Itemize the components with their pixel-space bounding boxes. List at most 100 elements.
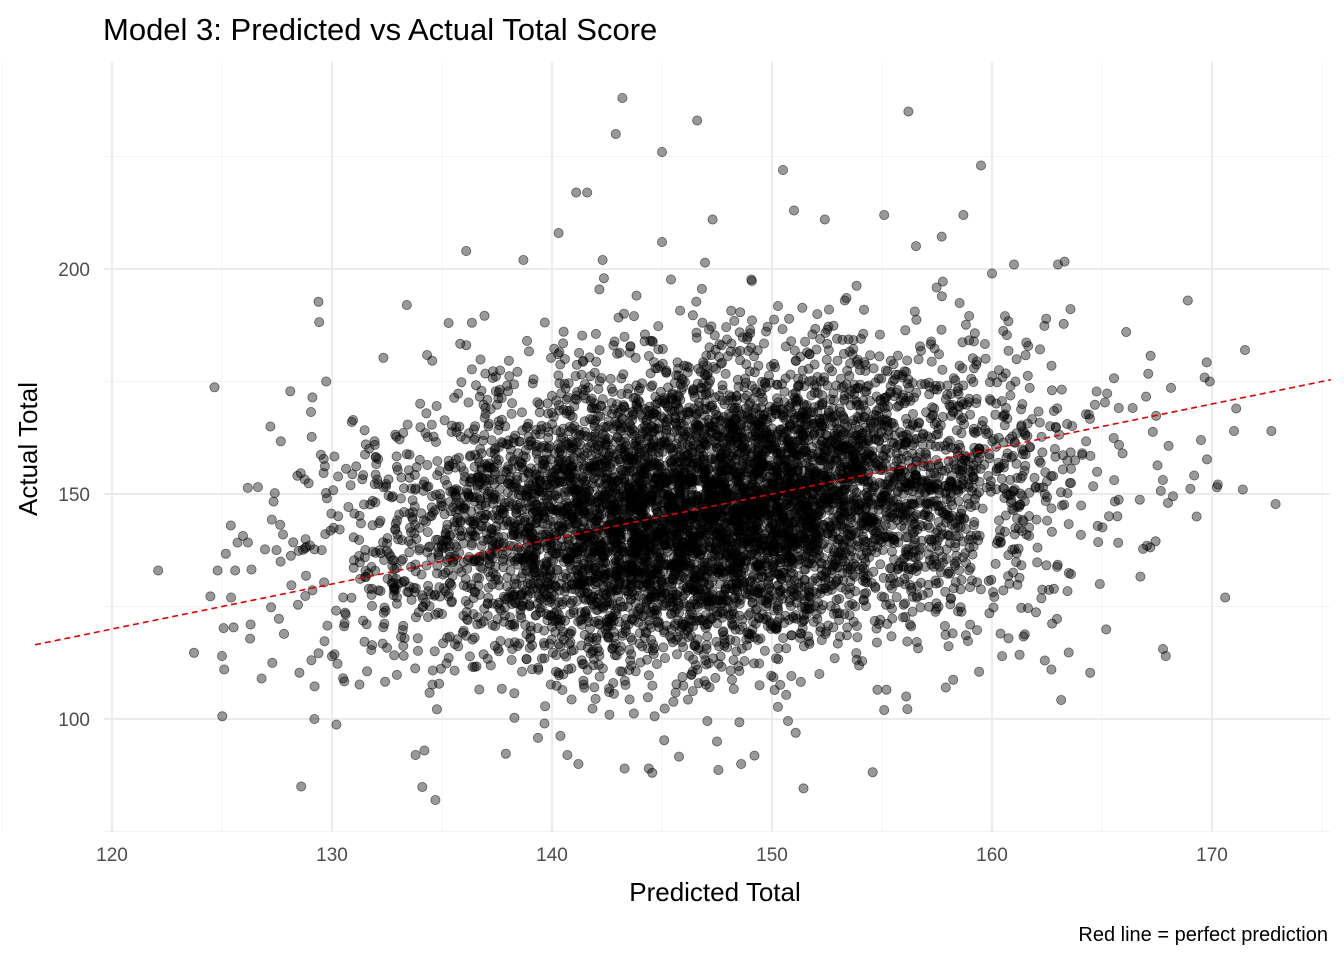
data-point	[412, 645, 423, 656]
data-point	[902, 636, 913, 647]
data-point	[985, 377, 996, 388]
data-point	[587, 703, 598, 714]
data-point	[480, 408, 491, 419]
data-point	[668, 696, 679, 707]
data-point	[286, 580, 297, 591]
data-point	[728, 655, 739, 666]
data-point	[775, 679, 786, 690]
data-point	[851, 280, 862, 291]
data-point	[509, 712, 520, 723]
data-point	[1141, 391, 1152, 402]
data-point	[990, 558, 1001, 569]
data-point	[380, 676, 391, 687]
scatter-points	[153, 93, 1281, 806]
data-point	[716, 358, 727, 369]
data-point	[1046, 526, 1057, 537]
data-point	[479, 310, 490, 321]
data-point	[842, 622, 853, 633]
data-point	[391, 669, 402, 680]
data-point	[1052, 403, 1063, 414]
data-point	[783, 716, 794, 727]
data-point	[749, 750, 760, 761]
data-point	[1113, 402, 1124, 413]
data-point	[911, 241, 922, 252]
data-point	[518, 464, 529, 475]
data-point	[859, 304, 870, 315]
data-point	[472, 619, 483, 630]
data-point	[303, 478, 314, 489]
data-point	[331, 605, 342, 616]
data-point	[485, 660, 496, 671]
data-point	[842, 365, 853, 376]
data-point	[205, 591, 216, 602]
data-point	[309, 681, 320, 692]
data-point	[1022, 431, 1033, 442]
data-point	[949, 558, 960, 569]
data-point	[874, 329, 885, 340]
data-point	[420, 516, 431, 527]
data-point	[320, 529, 331, 540]
data-point	[737, 332, 748, 343]
data-point	[999, 526, 1010, 537]
data-point	[984, 453, 995, 464]
data-point	[1102, 388, 1113, 399]
data-point	[521, 654, 532, 665]
data-point	[354, 535, 365, 546]
data-point	[616, 388, 627, 399]
data-point	[339, 676, 350, 687]
data-point	[509, 637, 520, 648]
data-point	[398, 483, 409, 494]
data-point	[453, 452, 464, 463]
data-point	[933, 517, 944, 528]
data-point	[629, 311, 640, 322]
data-point	[851, 621, 862, 632]
data-point	[923, 587, 934, 598]
data-point	[422, 612, 433, 623]
data-point	[1157, 474, 1168, 485]
data-point	[646, 381, 657, 392]
data-point	[617, 630, 628, 641]
data-point	[245, 633, 256, 644]
data-point	[1056, 384, 1067, 395]
data-point	[956, 606, 967, 617]
data-point	[699, 676, 710, 687]
data-point	[285, 386, 296, 397]
data-point	[456, 377, 467, 388]
data-point	[343, 501, 354, 512]
data-point	[939, 621, 950, 632]
data-point	[659, 735, 670, 746]
data-point	[1143, 368, 1154, 379]
data-point	[745, 608, 756, 619]
data-point	[1046, 360, 1057, 371]
data-point	[422, 432, 433, 443]
data-point	[338, 592, 349, 603]
data-point	[593, 383, 604, 394]
data-point	[557, 599, 568, 610]
data-point	[1024, 382, 1035, 393]
data-point	[693, 678, 704, 689]
data-point	[334, 524, 345, 535]
data-point	[995, 628, 1006, 639]
data-point	[1163, 440, 1174, 451]
data-point	[851, 648, 862, 659]
data-point	[306, 431, 317, 442]
data-point	[1014, 649, 1025, 660]
data-point	[875, 559, 886, 570]
data-point	[209, 382, 220, 393]
data-point	[348, 532, 359, 543]
data-point	[431, 400, 442, 411]
data-point	[657, 358, 668, 369]
data-point	[1062, 586, 1073, 597]
data-point	[232, 537, 243, 548]
data-point	[734, 717, 745, 728]
data-point	[492, 614, 503, 625]
data-point	[964, 310, 975, 321]
data-point	[506, 408, 517, 419]
data-point	[1201, 357, 1212, 368]
data-point	[828, 320, 839, 331]
data-point	[847, 349, 858, 360]
data-point	[424, 687, 435, 698]
data-point	[505, 451, 516, 462]
data-point	[903, 550, 914, 561]
data-point	[954, 297, 965, 308]
